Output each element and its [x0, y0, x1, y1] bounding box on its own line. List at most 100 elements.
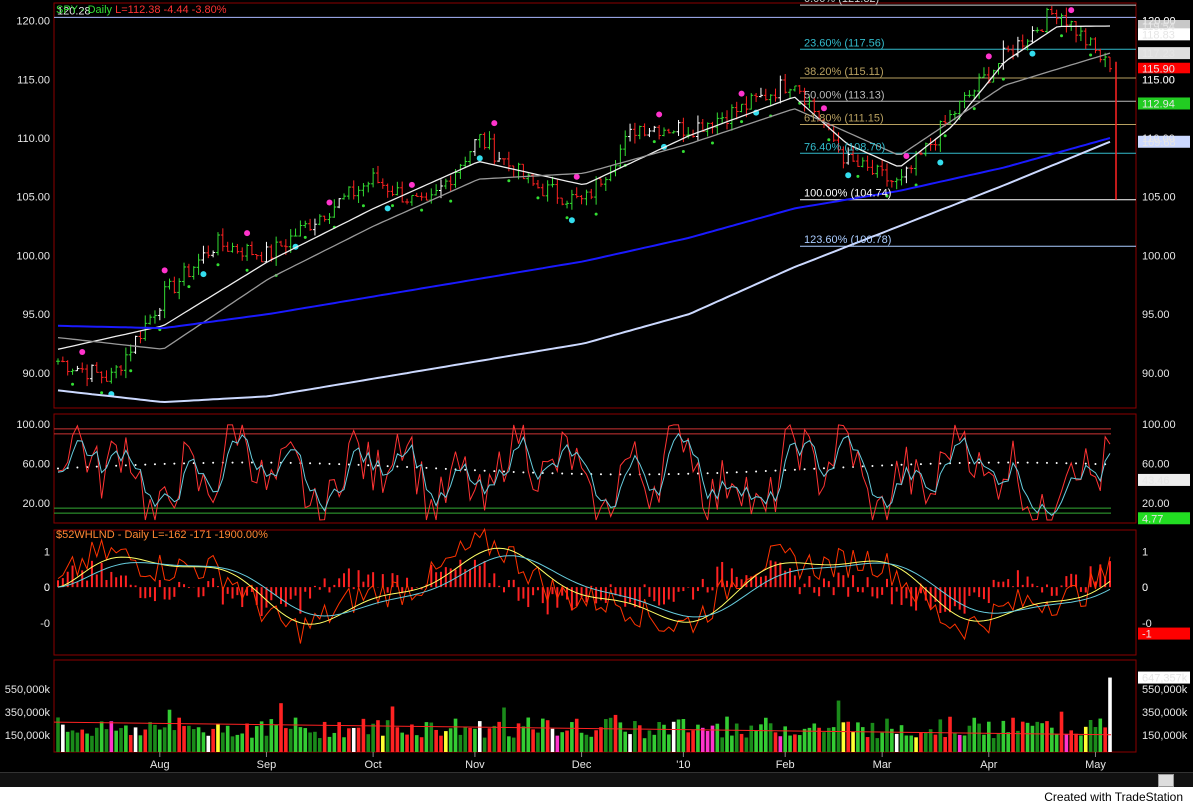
value-badge-label: 112.94 — [1142, 98, 1175, 110]
breadth-histogram-bar — [197, 587, 200, 598]
breadth-histogram-bar — [362, 581, 365, 588]
breadth-axis-tick-right: 1 — [1142, 546, 1148, 558]
volume-bar — [618, 722, 623, 752]
stoch-average-dot — [231, 461, 234, 464]
volume-bar — [94, 727, 99, 752]
breadth-histogram-bar — [396, 575, 399, 588]
volume-bar — [870, 722, 875, 752]
breadth-histogram-bar — [1012, 586, 1015, 588]
volume-bar — [797, 735, 802, 752]
price-axis-tick: 95.00 — [22, 309, 50, 321]
stoch-average-dot — [648, 473, 651, 476]
value-badge — [1138, 671, 1190, 684]
breadth-histogram-bar — [357, 570, 360, 588]
breadth-histogram-bar — [212, 578, 215, 588]
breadth-histogram-bar — [449, 568, 452, 588]
breadth-histogram-bar — [231, 587, 234, 599]
stoch-average-dot — [919, 463, 922, 466]
stoch-average-dot — [629, 473, 632, 476]
volume-bar — [434, 729, 438, 752]
breadth-histogram-bar — [517, 587, 520, 601]
breadth-histogram-bar — [386, 587, 389, 593]
parabolic-dot — [652, 140, 656, 144]
breadth-histogram-bar — [745, 575, 748, 588]
breadth-histogram-bar — [183, 584, 186, 588]
breadth-histogram-bar — [755, 576, 758, 588]
volume-bar — [977, 723, 981, 752]
swing-high-marker — [244, 230, 251, 237]
volume-bar — [991, 738, 996, 752]
breadth-histogram-bar — [318, 587, 321, 590]
stoch-average-dot — [929, 462, 932, 465]
breadth-histogram-bar — [483, 560, 486, 588]
breadth-histogram-bar — [580, 587, 583, 597]
volume-bar — [361, 718, 366, 752]
breadth-histogram-bar — [469, 569, 472, 588]
volume-bar — [133, 727, 138, 752]
stoch-average-dot — [619, 473, 622, 476]
horizontal-scrollbar[interactable] — [0, 772, 1193, 788]
volume-axis-tick: 150,000k — [5, 730, 51, 742]
volume-bar — [914, 737, 918, 752]
volume-bar — [439, 735, 443, 752]
breadth-histogram-bar — [522, 587, 525, 599]
volume-bar — [943, 737, 947, 752]
stoch-average-dot — [522, 471, 525, 474]
breadth-histogram-bar — [207, 581, 210, 588]
stoch-axis-tick-right: 20.00 — [1142, 498, 1170, 510]
volume-bar — [172, 730, 177, 752]
volume-bar — [545, 720, 550, 752]
breadth-histogram-bar — [1065, 576, 1068, 588]
volume-bar — [967, 725, 972, 752]
panel-frame — [53, 2, 1137, 409]
stoch-average-dot — [173, 462, 176, 465]
volume-bar — [109, 721, 114, 752]
volume-bar — [1074, 733, 1078, 752]
stoch-axis-tick: 20.00 — [22, 498, 50, 510]
breadth-histogram-bar — [1002, 581, 1005, 588]
stoch-axis-tick: 60.00 — [22, 459, 50, 471]
value-badge-label: 43.46 — [1142, 475, 1170, 487]
value-badge-label: 109.68 — [1142, 137, 1176, 149]
volume-bar — [608, 717, 613, 752]
breadth-histogram-bar — [86, 580, 89, 588]
volume-bar — [259, 721, 264, 752]
volume-bar — [511, 737, 516, 752]
parabolic-dot — [972, 107, 976, 111]
stoch-average-dot — [774, 469, 777, 472]
breadth-histogram-bar — [507, 580, 510, 588]
breadth-histogram-bar — [527, 587, 530, 608]
volume-bar — [705, 731, 710, 752]
volume-bar — [599, 727, 603, 752]
breadth-histogram-bar — [1089, 566, 1092, 588]
volume-axis-tick-right: 350,000k — [1142, 707, 1188, 719]
breadth-histogram-bar — [852, 575, 855, 588]
breadth-histogram-bar — [774, 561, 777, 588]
stoch-average-dot — [842, 466, 845, 469]
breadth-histogram-bar — [895, 587, 898, 592]
price-axis-tick-right: 100.00 — [1142, 250, 1176, 262]
breadth-histogram-bar — [1026, 576, 1029, 588]
breadth-histogram-bar — [464, 569, 467, 588]
volume-bar — [288, 728, 293, 752]
volume-bar — [890, 728, 894, 752]
volume-bar — [662, 724, 666, 752]
stoch-average-dot — [599, 473, 602, 476]
value-badge — [1138, 73, 1190, 86]
breadth-histogram-bar — [1045, 584, 1048, 588]
volume-bar — [80, 729, 85, 752]
value-badge-label: 118.83 — [1142, 29, 1175, 41]
breadth-histogram-bar — [541, 587, 544, 604]
volume-bar — [754, 730, 758, 752]
parabolic-dot — [1060, 34, 1064, 38]
volume-bar — [933, 734, 938, 752]
breadth-histogram-bar — [76, 582, 79, 588]
value-badge-label: -1 — [1142, 629, 1152, 641]
breadth-histogram-bar — [847, 587, 850, 597]
scrollbar-thumb[interactable] — [1158, 774, 1174, 787]
breadth-histogram-bar — [270, 587, 273, 601]
volume-bar — [221, 732, 225, 752]
breadth-histogram-bar — [110, 571, 113, 588]
breadth-histogram-bar — [202, 587, 205, 597]
volume-bar — [216, 723, 220, 752]
